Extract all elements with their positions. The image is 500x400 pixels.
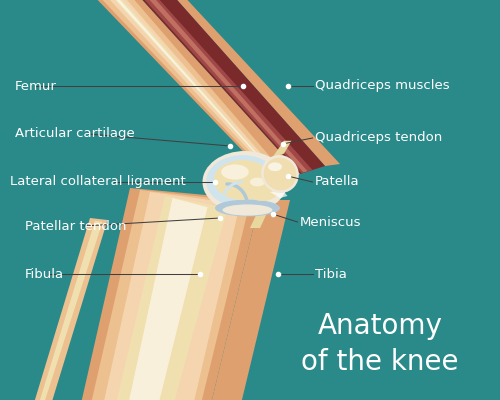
Polygon shape <box>170 0 340 166</box>
Text: Anatomy: Anatomy <box>318 312 442 340</box>
Ellipse shape <box>222 204 272 216</box>
Ellipse shape <box>261 155 299 193</box>
Polygon shape <box>272 141 291 157</box>
Text: Fibula: Fibula <box>25 268 64 280</box>
Ellipse shape <box>264 158 296 190</box>
Text: Tibia: Tibia <box>315 268 347 280</box>
Text: Quadriceps muscles: Quadriceps muscles <box>315 80 450 92</box>
Polygon shape <box>108 0 280 179</box>
Polygon shape <box>115 196 228 400</box>
Polygon shape <box>102 0 282 180</box>
Text: Lateral collateral ligament: Lateral collateral ligament <box>10 176 186 188</box>
Text: Patellar tendon: Patellar tendon <box>25 220 126 232</box>
Polygon shape <box>270 190 287 198</box>
Polygon shape <box>38 221 102 400</box>
Ellipse shape <box>268 162 282 171</box>
Polygon shape <box>250 191 278 228</box>
Text: Patella: Patella <box>315 176 360 188</box>
Polygon shape <box>138 0 312 173</box>
Ellipse shape <box>215 200 280 216</box>
Polygon shape <box>80 188 260 400</box>
Polygon shape <box>109 0 280 179</box>
Polygon shape <box>142 0 308 172</box>
Polygon shape <box>90 190 250 400</box>
Text: Quadriceps tendon: Quadriceps tendon <box>315 132 442 144</box>
Ellipse shape <box>214 160 271 200</box>
Polygon shape <box>32 218 108 400</box>
Ellipse shape <box>206 155 279 207</box>
Polygon shape <box>90 0 300 182</box>
Text: Femur: Femur <box>15 80 57 92</box>
Polygon shape <box>102 192 240 400</box>
Ellipse shape <box>221 164 249 180</box>
Polygon shape <box>128 198 208 400</box>
Text: of the knee: of the knee <box>301 348 459 376</box>
Text: Meniscus: Meniscus <box>300 216 362 228</box>
Ellipse shape <box>250 178 265 186</box>
Ellipse shape <box>202 151 288 213</box>
Polygon shape <box>135 0 325 174</box>
Polygon shape <box>95 0 288 181</box>
Ellipse shape <box>245 175 280 201</box>
Text: Articular cartilage: Articular cartilage <box>15 128 135 140</box>
Polygon shape <box>210 200 290 400</box>
